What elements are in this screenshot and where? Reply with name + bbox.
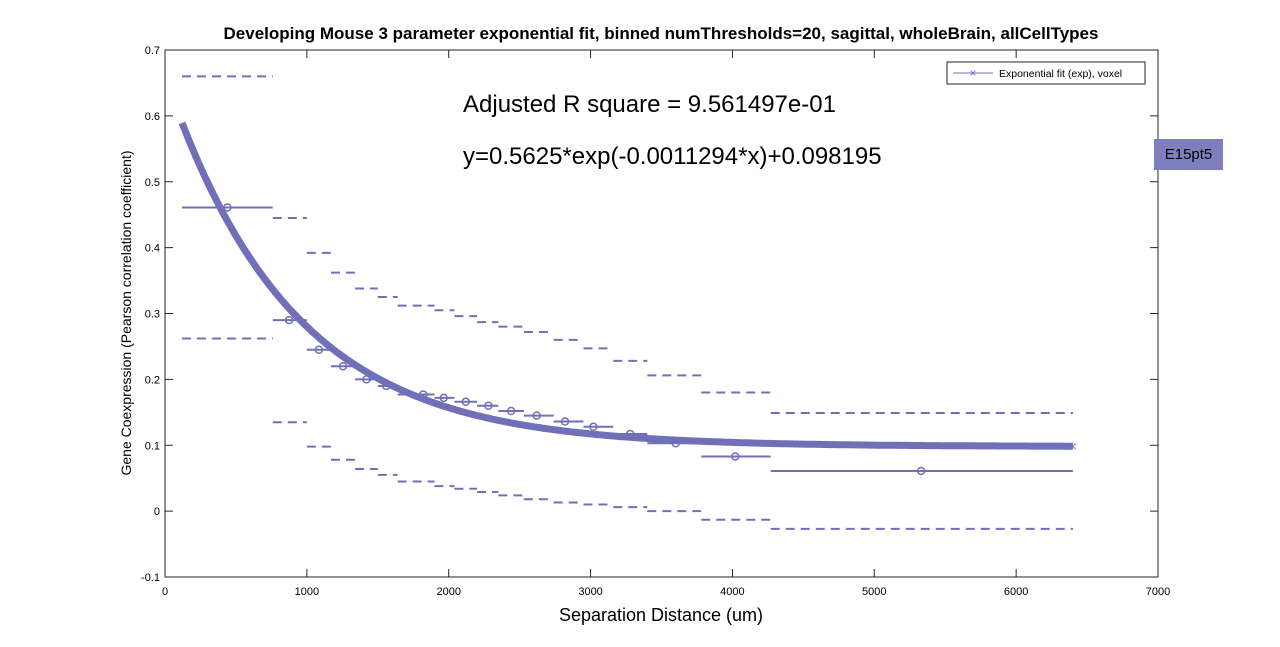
x-tick-label: 4000 [720, 586, 744, 598]
plot-area [164, 49, 1159, 578]
y-tick-label: 0.7 [145, 45, 160, 57]
legend: × Exponential fit (exp), voxel [946, 61, 1146, 85]
chart-title: Developing Mouse 3 parameter exponential… [224, 24, 1099, 43]
bin-mean-point [461, 397, 470, 407]
bins-layer [182, 75, 1073, 530]
r-square-annotation: Adjusted R square = 9.561497e-01 [463, 91, 836, 118]
y-tick-label: 0.2 [145, 374, 160, 386]
bin-mean-point [560, 417, 570, 426]
x-tick-label: 5000 [862, 586, 886, 598]
bin-mean-point [484, 401, 493, 410]
condition-badge: E15pt5 [1154, 139, 1223, 170]
bin-mean-point [506, 406, 516, 416]
y-axis-label: Gene Coexpression (Pearson correlation c… [118, 150, 134, 475]
x-tick-label: 1000 [295, 586, 319, 598]
x-tick-label: 3000 [578, 586, 602, 598]
bin-mean-point [284, 315, 294, 325]
bin-mean-point [532, 411, 541, 420]
y-axis: -0.1 0 0.1 0.2 0.3 0.4 0.5 0.6 0.7 [141, 45, 1158, 584]
legend-entry: Exponential fit (exp), voxel [999, 68, 1122, 80]
bin-mean-point [338, 361, 348, 371]
x-tick-label: 7000 [1146, 586, 1170, 598]
bin-mean-point [439, 393, 448, 403]
x-axis: 0 1000 2000 3000 4000 5000 6000 7000 [162, 50, 1170, 598]
bin-mean-point [916, 466, 926, 476]
x-tick-label: 0 [162, 586, 168, 598]
bin-mean-point [314, 345, 324, 354]
bin-mean-point [589, 422, 598, 432]
x-axis-label: Separation Distance (um) [559, 605, 763, 625]
y-tick-label: 0.4 [145, 243, 160, 255]
y-tick-label: 0.5 [145, 177, 160, 189]
x-tick-label: 6000 [1004, 586, 1028, 598]
fit-end-marker: × [1069, 438, 1077, 454]
y-tick-label: 0.1 [145, 440, 160, 452]
y-tick-label: -0.1 [141, 572, 160, 584]
legend-marker: × [969, 66, 976, 80]
legend-box [946, 61, 1146, 85]
equation-annotation: y=0.5625*exp(-0.0011294*x)+0.098195 [463, 143, 882, 170]
y-tick-label: 0.6 [145, 111, 160, 123]
y-tick-label: 0.3 [145, 309, 160, 321]
bin-mean-point [731, 452, 740, 461]
x-tick-label: 2000 [436, 586, 460, 598]
fit-curve [178, 121, 1074, 450]
y-tick-label: 0 [154, 506, 160, 518]
